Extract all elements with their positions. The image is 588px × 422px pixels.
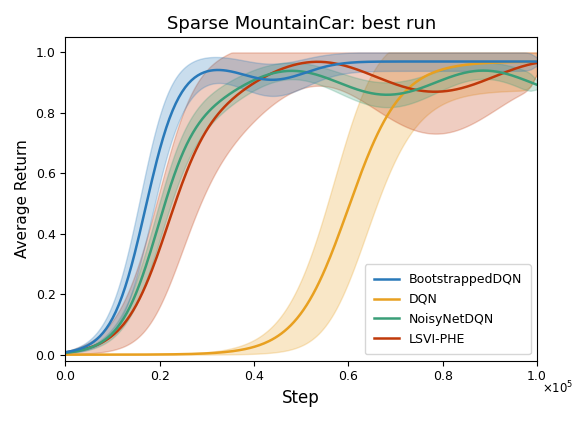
BootstrappedDQN bbox=[64, 349, 71, 354]
DQN bbox=[341, 216, 348, 221]
BootstrappedDQN bbox=[341, 61, 348, 66]
LSVI-PHE bbox=[352, 67, 359, 72]
LSVI-PHE bbox=[461, 85, 468, 90]
NoisyNetDQN bbox=[341, 82, 348, 87]
BootstrappedDQN bbox=[533, 59, 540, 64]
X-axis label: Step: Step bbox=[282, 389, 320, 407]
BootstrappedDQN bbox=[62, 350, 69, 355]
LSVI-PHE bbox=[533, 60, 540, 65]
Y-axis label: Average Return: Average Return bbox=[15, 140, 30, 258]
DQN bbox=[350, 190, 358, 195]
DQN bbox=[62, 352, 69, 357]
BootstrappedDQN bbox=[459, 59, 466, 64]
NoisyNetDQN bbox=[62, 350, 69, 355]
NoisyNetDQN bbox=[480, 68, 487, 73]
Legend: BootstrappedDQN, DQN, NoisyNetDQN, LSVI-PHE: BootstrappedDQN, DQN, NoisyNetDQN, LSVI-… bbox=[365, 264, 531, 354]
DQN bbox=[64, 352, 71, 357]
LSVI-PHE bbox=[491, 74, 498, 79]
NoisyNetDQN bbox=[533, 82, 540, 87]
NoisyNetDQN bbox=[491, 69, 498, 74]
Title: Sparse MountainCar: best run: Sparse MountainCar: best run bbox=[166, 15, 436, 33]
LSVI-PHE bbox=[64, 350, 71, 355]
BootstrappedDQN bbox=[350, 60, 358, 65]
Line: DQN: DQN bbox=[65, 62, 537, 354]
BootstrappedDQN bbox=[489, 59, 496, 64]
DQN bbox=[343, 212, 350, 217]
Text: $\times10^5$: $\times10^5$ bbox=[542, 380, 573, 397]
NoisyNetDQN bbox=[350, 86, 358, 91]
NoisyNetDQN bbox=[459, 70, 466, 76]
Line: BootstrappedDQN: BootstrappedDQN bbox=[65, 62, 537, 352]
DQN bbox=[459, 62, 466, 68]
NoisyNetDQN bbox=[64, 350, 71, 355]
NoisyNetDQN bbox=[343, 83, 350, 88]
DQN bbox=[533, 59, 540, 64]
BootstrappedDQN bbox=[343, 60, 350, 65]
LSVI-PHE bbox=[314, 59, 321, 64]
LSVI-PHE bbox=[344, 64, 351, 69]
Line: LSVI-PHE: LSVI-PHE bbox=[65, 62, 537, 352]
LSVI-PHE bbox=[62, 350, 69, 355]
LSVI-PHE bbox=[343, 63, 350, 68]
Line: NoisyNetDQN: NoisyNetDQN bbox=[65, 70, 537, 353]
DQN bbox=[489, 60, 496, 65]
